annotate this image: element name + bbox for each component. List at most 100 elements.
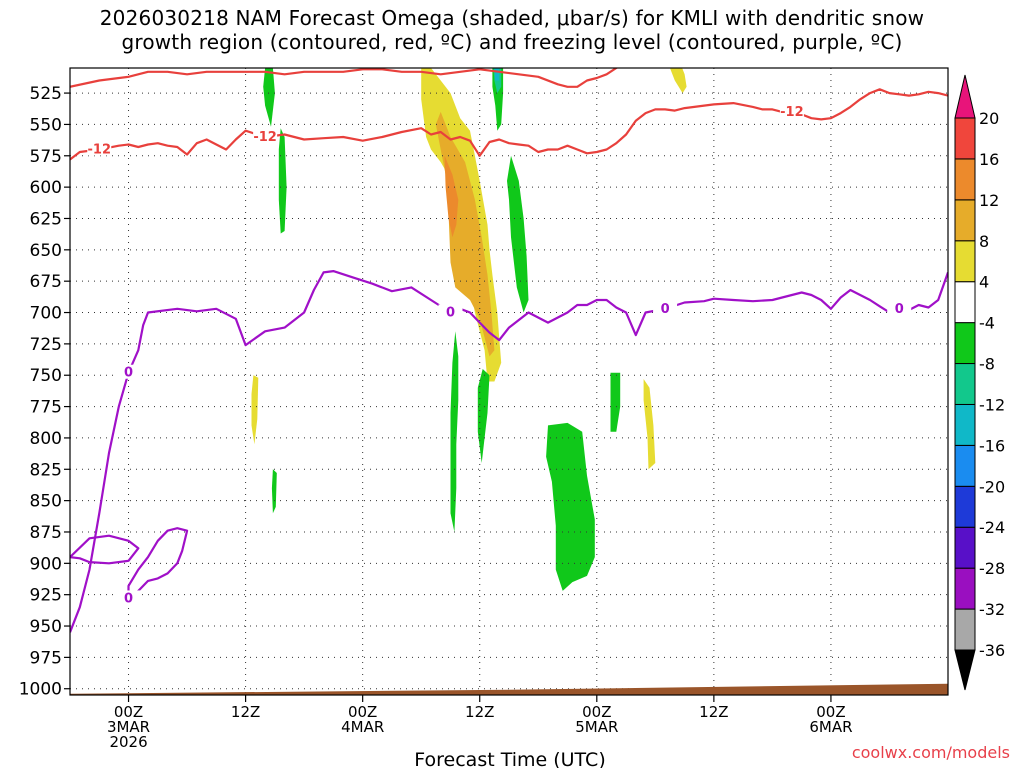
contour-label-bg <box>253 128 278 143</box>
y-tick-label: 750 <box>30 366 62 386</box>
y-tick-label: 650 <box>30 241 62 261</box>
contour-label-bg <box>887 300 912 315</box>
y-tick-label: 675 <box>30 272 62 292</box>
y-tick-label: 700 <box>30 304 62 324</box>
omega-shade-region-11 <box>477 369 490 463</box>
omega-shade-region-9 <box>507 155 529 313</box>
y-tick-label: 625 <box>30 209 62 229</box>
freezing-level-contour-loop <box>127 527 189 600</box>
contour-label: 0 <box>124 591 133 606</box>
colorbar-arrow-top <box>954 74 976 119</box>
colorbar-tick-label: -24 <box>979 518 1005 537</box>
omega-shade-region-3 <box>669 68 687 94</box>
omega-shade-region-4 <box>263 68 275 127</box>
colorbar-swatch <box>954 363 976 405</box>
x-tick-label: 00Z <box>348 703 377 721</box>
contour-label-bg <box>87 141 112 156</box>
contour-label-bg <box>438 304 463 319</box>
contour-label-bg <box>116 590 141 605</box>
omega-shade-region-2 <box>444 155 459 238</box>
x-tick-label: 5MAR <box>575 718 618 736</box>
colorbar-tick-label: 4 <box>979 273 989 292</box>
omega-shade-region-5 <box>278 128 287 234</box>
omega-shade-region-15 <box>251 375 259 445</box>
y-tick-label: 800 <box>30 429 62 449</box>
x-tick-label: 00Z <box>114 703 143 721</box>
colorbar-tick-label: -36 <box>979 641 1005 660</box>
x-tick-label: 4MAR <box>341 718 384 736</box>
y-tick-label: 950 <box>30 617 62 637</box>
terrain-fill <box>70 683 948 695</box>
plot-frame <box>69 67 949 696</box>
contour-label-bg <box>653 300 678 315</box>
dgz-minus12-contour-lower <box>70 88 948 161</box>
y-tick-label: 825 <box>30 460 62 480</box>
colorbar-tick-label: -20 <box>979 477 1005 496</box>
y-tick-label: 1000 <box>19 680 62 700</box>
omega-shade-region-13 <box>610 372 621 432</box>
chart-title: 2026030218 NAM Forecast Omega (shaded, μ… <box>0 6 1024 54</box>
y-tick-label: 775 <box>30 398 62 418</box>
x-tick-label: 12Z <box>465 703 494 721</box>
contour-label: 0 <box>124 366 133 381</box>
colorbar-swatch <box>954 240 976 283</box>
dgz-minus12-contour-upper <box>70 68 619 88</box>
title-line-1: 2026030218 NAM Forecast Omega (shaded, μ… <box>99 6 925 30</box>
colorbar-tick-label: 16 <box>979 150 999 169</box>
colorbar-tick-label: -8 <box>979 355 995 374</box>
y-tick-label: 925 <box>30 586 62 606</box>
freezing-level-contour-lower <box>70 534 140 565</box>
contour-label: 0 <box>895 302 904 317</box>
colorbar-swatch <box>954 199 976 242</box>
omega-shade-region-16 <box>271 469 277 514</box>
contour-label: 0 <box>661 302 670 317</box>
x-tick-label: 00Z <box>582 703 611 721</box>
x-tick-label: 2026 <box>109 733 147 751</box>
freezing-level-contour <box>70 270 948 633</box>
colorbar-tick-label: -28 <box>979 559 1005 578</box>
colorbar-swatch <box>954 322 976 365</box>
colorbar-swatch <box>954 158 976 201</box>
y-tick-label: 725 <box>30 335 62 355</box>
colorbar-swatch <box>954 608 976 651</box>
x-tick-label: 12Z <box>699 703 728 721</box>
colorbar-tick-label: 12 <box>979 191 999 210</box>
colorbar-tick-label: -16 <box>979 436 1005 455</box>
contour-label: -12 <box>780 105 804 120</box>
y-tick-label: 550 <box>30 115 62 135</box>
colorbar-swatch <box>954 526 976 569</box>
y-tick-label: 575 <box>30 147 62 167</box>
colorbar-tick-label: -32 <box>979 600 1005 619</box>
colorbar-tick-label: 8 <box>979 232 989 251</box>
credit-text: coolwx.com/models <box>851 743 1010 762</box>
colorbar-tick-label: -4 <box>979 314 995 333</box>
x-tick-label: 3MAR <box>107 718 150 736</box>
x-tick-label: 12Z <box>231 703 260 721</box>
omega-shade-region-14 <box>643 379 656 470</box>
colorbar-arrow-bottom <box>954 649 976 691</box>
colorbar-swatch <box>954 403 976 446</box>
colorbar-tick-label: 20 <box>979 109 999 128</box>
colorbar-swatch <box>954 567 976 610</box>
title-line-2: growth region (contoured, red, ºC) and f… <box>121 30 903 54</box>
contour-label: 0 <box>446 306 455 321</box>
colorbar-swatch <box>954 444 976 487</box>
y-tick-label: 525 <box>30 84 62 104</box>
x-axis-title: Forecast Time (UTC) <box>414 749 605 768</box>
colorbar-swatch <box>954 281 976 324</box>
y-tick-label: 900 <box>30 554 62 574</box>
y-tick-label: 875 <box>30 523 62 543</box>
colorbar-swatch <box>954 485 976 528</box>
colorbar-swatch <box>954 117 976 160</box>
y-tick-label: 850 <box>30 492 62 512</box>
x-tick-label: 6MAR <box>809 718 852 736</box>
contour-label: -12 <box>253 130 277 145</box>
colorbar-tick-label: -12 <box>979 395 1005 414</box>
x-tick-label: 00Z <box>816 703 845 721</box>
y-tick-label: 600 <box>30 178 62 198</box>
contour-label-bg <box>116 364 141 379</box>
omega-shade-region-10 <box>450 331 459 532</box>
contour-label-bg <box>779 103 804 118</box>
y-tick-label: 975 <box>30 648 62 668</box>
